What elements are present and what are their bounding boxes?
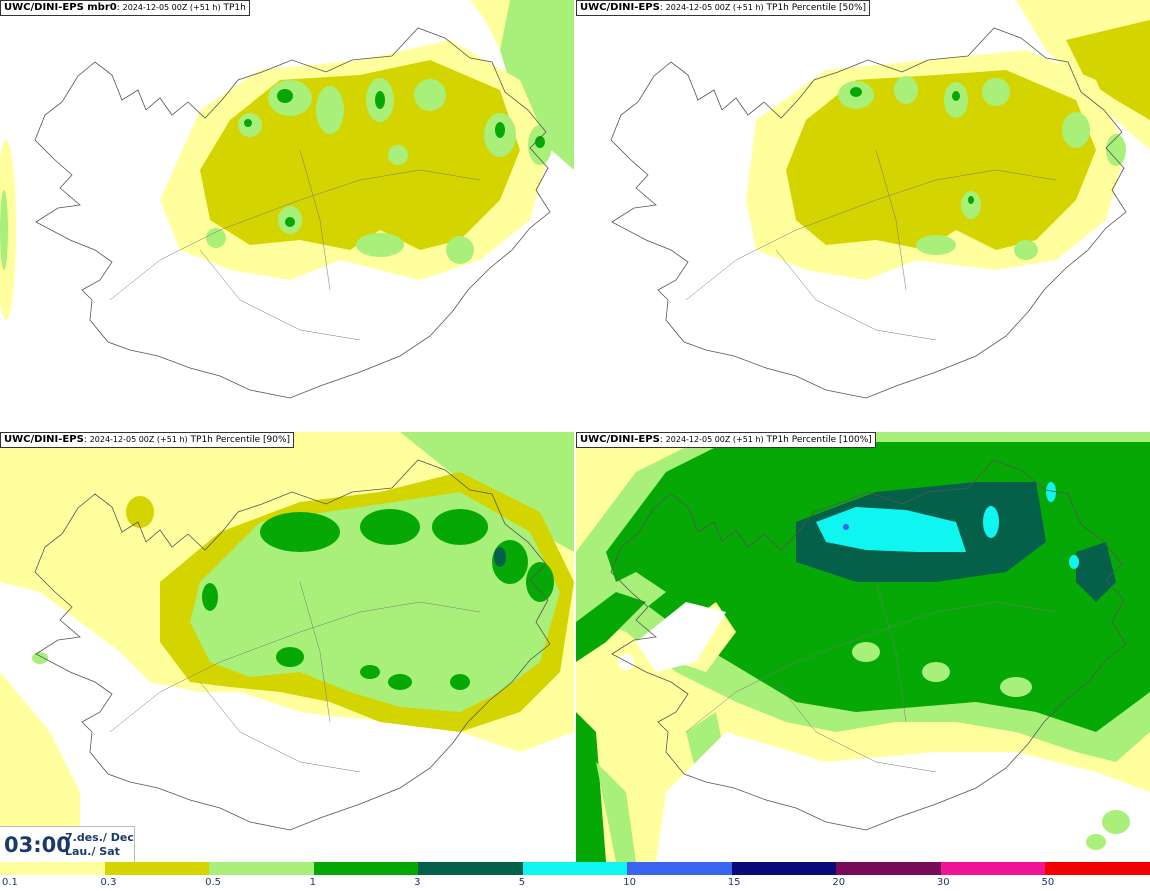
legend-swatch <box>104 862 211 875</box>
legend-swatch <box>418 862 524 875</box>
legend-tick-label: 20 <box>832 877 846 888</box>
valid-date-line2: Lau./ Sat <box>65 845 120 858</box>
map-panel-p100: UWC/DINI-EPS: 2024-12-05 00Z (+51 h) TP1… <box>576 432 1150 862</box>
legend-swatch <box>627 862 733 875</box>
precipitation-map <box>576 432 1150 862</box>
valid-date: 7.des./ Dec Lau./ Sat <box>65 831 134 859</box>
panel-divider-horizontal <box>0 430 1150 432</box>
legend-tick-label: 0.5 <box>205 877 221 888</box>
run-info: 2024-12-05 00Z (+51 h) <box>122 3 221 12</box>
valid-time: 03:00 <box>4 833 71 857</box>
run-info: 2024-12-05 00Z (+51 h) <box>665 435 764 444</box>
member-name: mbr0 <box>83 2 117 13</box>
product-name: TP1h Percentile [100%] <box>766 435 872 445</box>
model-name: UWC/DINI-EPS <box>4 434 84 445</box>
legend-swatch <box>209 862 315 875</box>
legend-swatch <box>836 862 942 875</box>
legend-swatch <box>731 862 838 875</box>
legend-swatch <box>1045 862 1150 875</box>
model-name: UWC/DINI-EPS <box>580 434 660 445</box>
legend-swatch <box>313 862 420 875</box>
run-info: 2024-12-05 00Z (+51 h) <box>665 3 764 12</box>
legend-tick-label: 30 <box>936 877 950 888</box>
panel-title: UWC/DINI-EPS: 2024-12-05 00Z (+51 h) TP1… <box>576 432 876 448</box>
product-name: TP1h Percentile [90%] <box>190 435 291 445</box>
product-name: TP1h <box>223 3 246 13</box>
legend-swatch <box>940 862 1047 875</box>
map-panel-mbr0: UWC/DINI-EPS mbr0: 2024-12-05 00Z (+51 h… <box>0 0 574 430</box>
map-panel-p50: UWC/DINI-EPS: 2024-12-05 00Z (+51 h) TP1… <box>576 0 1150 430</box>
panel-title: UWC/DINI-EPS: 2024-12-05 00Z (+51 h) TP1… <box>0 432 295 448</box>
legend-tick-label: 0.3 <box>100 877 117 888</box>
model-name: UWC/DINI-EPS <box>4 2 84 13</box>
legend-tick-label: 3 <box>414 877 421 888</box>
legend-tick-label: 1 <box>309 877 316 888</box>
product-name: TP1h Percentile [50%] <box>766 3 867 13</box>
legend-swatch <box>0 862 106 875</box>
run-info: 2024-12-05 00Z (+51 h) <box>89 435 188 444</box>
legend-tick-label: 10 <box>623 877 636 888</box>
precipitation-map <box>610 0 1150 399</box>
panel-title: UWC/DINI-EPS mbr0: 2024-12-05 00Z (+51 h… <box>0 0 250 16</box>
legend-tick-label: 15 <box>727 877 741 888</box>
precipitation-map <box>0 432 574 862</box>
legend-tick-label: 50 <box>1041 877 1055 888</box>
precipitation-map <box>0 0 574 399</box>
legend-tick-label: 5 <box>518 877 526 888</box>
color-legend: 0.1 0.3 0.5 1 3 5 10 15 20 30 50 <box>0 862 1150 891</box>
legend-swatch <box>522 862 629 875</box>
panel-title: UWC/DINI-EPS: 2024-12-05 00Z (+51 h) TP1… <box>576 0 871 16</box>
valid-time-box: 03:00 7.des./ Dec Lau./ Sat <box>0 826 135 863</box>
legend-tick-label: 0.1 <box>2 877 18 888</box>
valid-date-line1: 7.des./ Dec <box>65 831 134 844</box>
map-panel-p90: UWC/DINI-EPS: 2024-12-05 00Z (+51 h) TP1… <box>0 432 574 862</box>
model-name: UWC/DINI-EPS <box>580 2 660 13</box>
